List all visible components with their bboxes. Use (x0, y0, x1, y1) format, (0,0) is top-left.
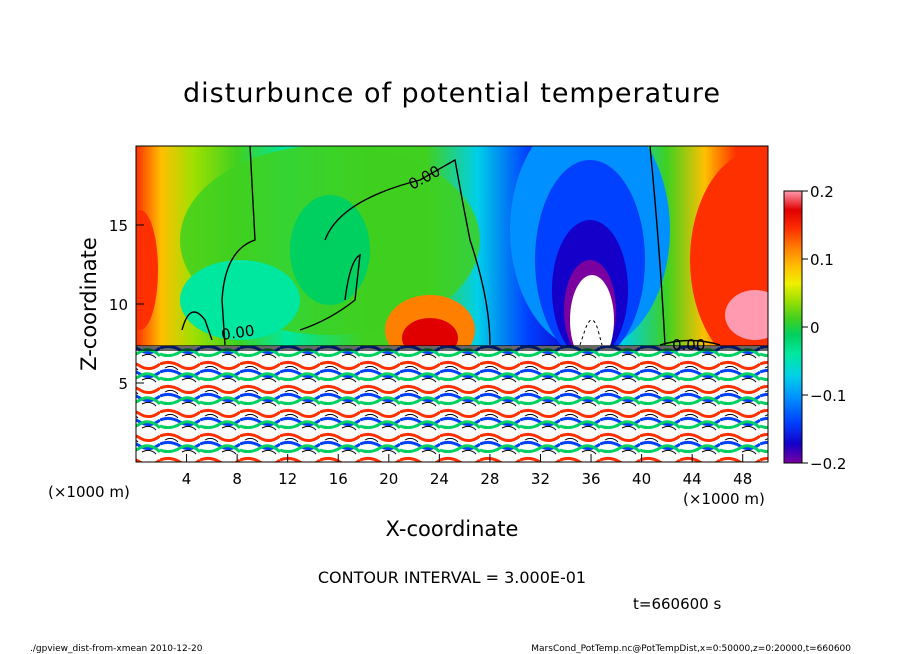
x-tick-label: 28 (480, 470, 499, 488)
x-tick-label: 48 (733, 470, 752, 488)
colorbar-tick-label: −0.2 (810, 455, 846, 473)
x-tick-label: 40 (632, 470, 651, 488)
chart-title: disturbunce of potential temperature (183, 78, 721, 109)
x-tick-label: 16 (329, 470, 348, 488)
y-axis-label: Z-coordinate (77, 237, 101, 371)
x-tick-label: 32 (531, 470, 550, 488)
footer-left: ./gpview_dist-from-xmean 2010-12-20 (30, 644, 203, 654)
x-tick-label: 4 (182, 470, 192, 488)
x-tick-label: 44 (683, 470, 702, 488)
x-unit-left: (×1000 m) (48, 483, 130, 501)
colorbar-tick-label: 0 (810, 319, 820, 337)
colorbar-ticks: 0.2 0.1 0 −0.1 −0.2 (802, 183, 846, 473)
x-tick-label: 36 (581, 470, 600, 488)
x-tick-label: 8 (232, 470, 242, 488)
heatmap-field (136, 146, 768, 462)
colorbar-tick-label: −0.1 (810, 387, 846, 405)
colorbar (783, 190, 803, 464)
x-tick-label: 24 (430, 470, 449, 488)
y-tick-label: 15 (109, 217, 128, 235)
x-unit-right: (×1000 m) (683, 490, 765, 508)
y-tick-label: 5 (118, 375, 128, 393)
y-axis: 5 10 15 (109, 217, 144, 393)
x-tick-label: 12 (278, 470, 297, 488)
colorbar-tick-label: 0.1 (810, 251, 834, 269)
contour-interval: CONTOUR INTERVAL = 3.000E-01 (318, 568, 586, 587)
x-axis: 4 8 12 16 20 24 28 32 36 40 44 48 (182, 454, 752, 488)
time-label: t=660600 s (633, 595, 721, 613)
contour-label-2: 0.00 (220, 321, 256, 343)
y-tick-label: 10 (109, 296, 128, 314)
colorbar-tick-label: 0.2 (810, 183, 834, 201)
x-axis-label: X-coordinate (386, 517, 519, 541)
x-tick-label: 20 (379, 470, 398, 488)
contour-label-3: 0.00 (672, 336, 705, 354)
footer-right: MarsCond_PotTemp.nc@PotTempDist,x=0:5000… (531, 644, 851, 654)
